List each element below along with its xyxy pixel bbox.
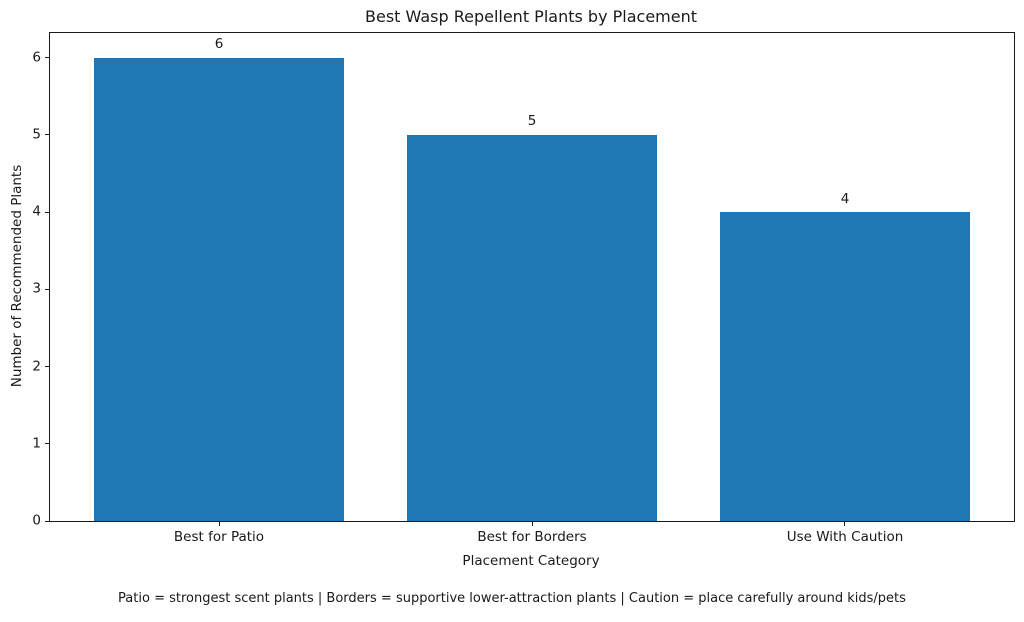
y-tick-mark [45, 288, 49, 290]
y-tick-mark [45, 134, 49, 136]
footnote-caption: Patio = strongest scent plants | Borders… [118, 591, 906, 606]
x-tick-mark [531, 522, 533, 526]
x-axis-label: Placement Category [462, 553, 600, 569]
bar [719, 212, 971, 521]
chart-title: Best Wasp Repellent Plants by Placement [365, 7, 697, 26]
y-tick-mark [45, 520, 49, 522]
y-tick-mark [45, 366, 49, 368]
bar-value-label: 4 [840, 190, 850, 207]
x-tick-label: Use With Caution [786, 529, 904, 545]
x-tick-label: Best for Borders [477, 529, 587, 545]
plot-area: 0 1 2 3 4 5 6 6 Best for Patio 5 Best for Borders 4… [32, 32, 1015, 544]
y-tick-label: 0 [32, 512, 41, 529]
bar [406, 134, 658, 521]
y-tick-label: 2 [32, 357, 41, 374]
x-tick-mark [844, 522, 846, 526]
y-tick-mark [45, 57, 49, 59]
y-tick-mark [45, 211, 49, 213]
x-tick-label: Best for Patio [173, 529, 265, 545]
y-tick-label: 4 [32, 203, 41, 220]
y-tick-label: 1 [32, 435, 41, 452]
bar-value-label: 6 [214, 36, 224, 53]
y-axis-label: Number of Recommended Plants [9, 164, 25, 388]
y-tick-mark [45, 443, 49, 445]
x-tick-mark [218, 522, 220, 526]
y-tick-label: 5 [32, 126, 41, 143]
y-tick-label: 3 [32, 280, 41, 297]
y-tick-label: 6 [32, 48, 41, 65]
bar-value-label: 5 [527, 113, 537, 130]
bar [93, 57, 345, 521]
